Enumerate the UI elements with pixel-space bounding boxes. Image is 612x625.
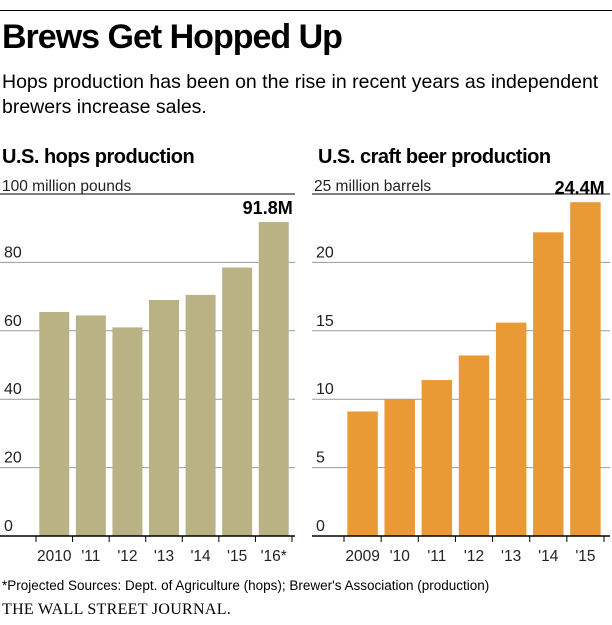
- y-tick-label: 80: [4, 244, 22, 261]
- x-tick-label: '13: [154, 548, 174, 565]
- bar-12: [458, 355, 490, 536]
- x-tick-label: 2010: [37, 548, 72, 565]
- bar-11: [421, 380, 453, 536]
- bar-13: [495, 322, 527, 536]
- bar-14: [533, 232, 564, 536]
- x-tick-label: '16*: [261, 548, 287, 565]
- x-tick-label: '12: [117, 548, 137, 565]
- publisher-brand: THE WALL STREET JOURNAL.: [2, 601, 232, 618]
- craft-chart-title: U.S. craft beer production: [318, 146, 551, 168]
- x-tick-label: '12: [464, 548, 484, 565]
- bar-12: [112, 327, 143, 536]
- x-tick-label: '10: [390, 548, 411, 565]
- x-tick-label: '14: [190, 548, 211, 565]
- y-tick-label: 40: [4, 381, 22, 398]
- y-tick-label: 20: [316, 244, 334, 261]
- bar-10: [384, 399, 415, 536]
- x-tick-label: '14: [538, 548, 559, 565]
- y-tick-label: 0: [4, 518, 13, 535]
- last-value-label: 24.4M: [555, 178, 605, 198]
- bar-15: [222, 267, 253, 536]
- last-value-label: 91.8M: [243, 198, 293, 218]
- y-tick-label: 15: [316, 313, 334, 330]
- top-rule: [0, 10, 612, 11]
- unit-label: 100 million pounds: [2, 178, 132, 195]
- bar-14: [185, 294, 216, 536]
- craft-beer-production-chart: 25 million barrels 0 5 10 15 20 2009 '10 '11 '12 '…: [312, 178, 610, 565]
- x-tick-label: '15: [227, 548, 247, 565]
- bar-2009: [347, 411, 378, 536]
- page-title: Brews Get Hopped Up: [2, 18, 343, 56]
- y-tick-label: 5: [316, 450, 325, 467]
- unit-label: 25 million barrels: [314, 178, 431, 195]
- page-subtitle: Hops production has been on the rise in …: [2, 71, 599, 118]
- y-tick-label: 60: [4, 313, 22, 330]
- x-tick-label: 2009: [345, 548, 379, 565]
- footnote-sources: *Projected Sources: Dept. of Agriculture…: [2, 578, 490, 593]
- y-tick-label: 0: [316, 518, 325, 535]
- bar-13: [149, 300, 179, 536]
- y-tick-label: 10: [316, 381, 334, 398]
- x-tick-label: '11: [427, 548, 446, 565]
- y-tick-label: 20: [4, 450, 22, 467]
- bar-15: [570, 202, 601, 536]
- x-tick-label: '13: [501, 548, 521, 565]
- bar-11: [75, 315, 106, 536]
- x-tick-label: '15: [575, 548, 595, 565]
- bar-16: [258, 222, 289, 536]
- bar-2010: [39, 311, 70, 536]
- hops-production-chart: 100 million pounds 0 20 40 60 80 2010 '11 '12 '13…: [0, 178, 295, 565]
- hops-chart-title: U.S. hops production: [2, 146, 195, 168]
- x-tick-label: '11: [81, 548, 100, 565]
